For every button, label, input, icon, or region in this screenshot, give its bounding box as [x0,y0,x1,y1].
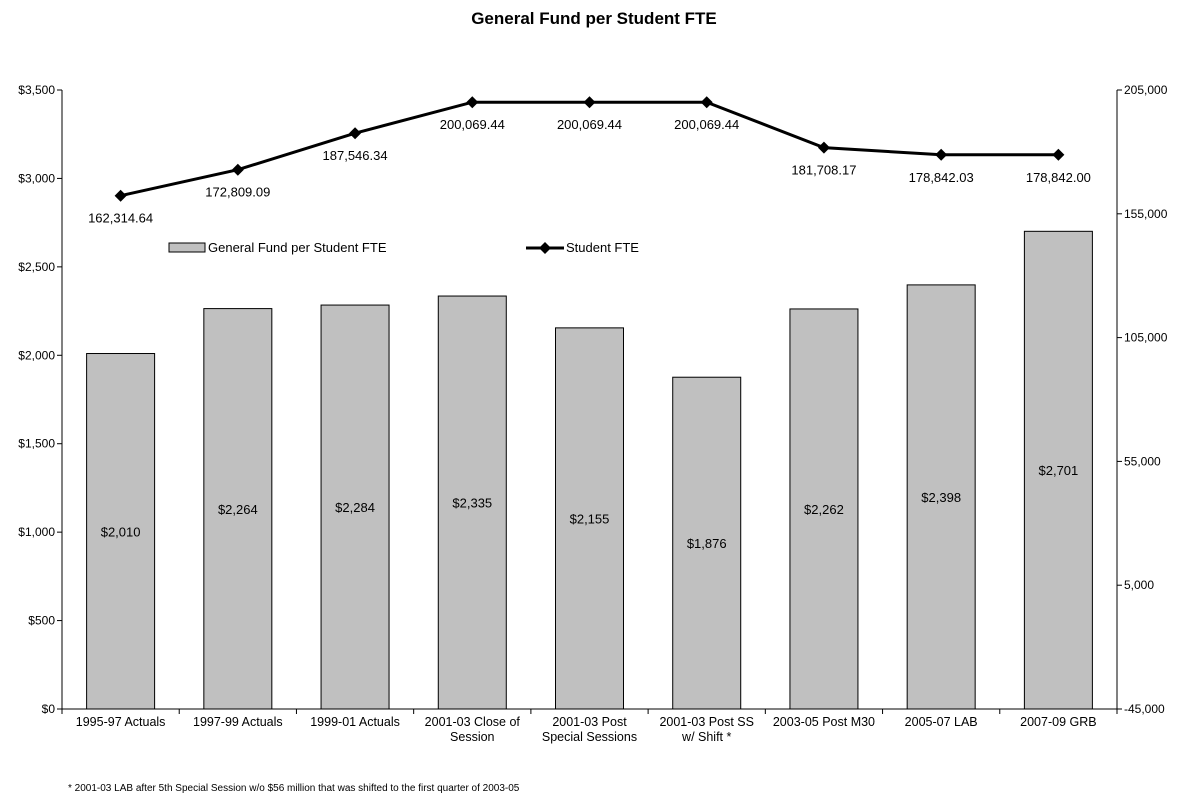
bar-data-label: $2,335 [452,496,492,511]
bar [672,376,742,710]
line-data-label: 187,546.34 [323,148,388,163]
x-tick-label: 2005-07 LAB [905,715,978,729]
bar-data-label: $2,262 [804,502,844,517]
x-tick-label: 2007-09 GRB [1020,715,1096,729]
line-point [1052,148,1065,161]
bar [86,353,156,710]
y-right-tick-label: 205,000 [1124,83,1168,97]
bar [320,304,390,710]
line-data-label: 172,809.09 [205,185,270,200]
bar [203,308,273,710]
x-tick-label: 2001-03 Close of [425,715,521,729]
line-data-label: 162,314.64 [88,211,153,226]
footnote: * 2001-03 LAB after 5th Special Session … [68,783,520,794]
line-data-label: 200,069.44 [557,117,622,132]
x-tick-label: 1997-99 Actuals [193,715,283,729]
y-left-tick-label: $2,000 [18,348,55,362]
bar-data-label: $1,876 [687,536,727,551]
x-tick-label: 1995-97 Actuals [76,715,166,729]
line-data-label: 178,842.03 [909,170,974,185]
line-point [817,141,830,154]
legend: General Fund per Student FTE Student FTE [168,240,639,255]
x-tick-label: 2003-05 Post M30 [773,715,875,729]
y-right-tick-label: 105,000 [1124,331,1168,345]
line-data-label: 200,069.44 [440,117,505,132]
x-tick-label: 1999-01 Actuals [310,715,400,729]
bar [555,327,624,710]
y-left-tick-label: $0 [42,702,56,716]
y-left-tick-label: $1,500 [18,437,55,451]
y-right-tick-label: 55,000 [1124,454,1161,468]
y-left-tick-label: $500 [28,614,55,628]
bar-data-label: $2,284 [335,500,375,515]
line-data-label: 181,708.17 [791,163,856,178]
legend-label-general-fund: General Fund per Student FTE [208,240,387,255]
y-left-tick-label: $2,500 [18,260,55,274]
line-point [114,189,127,202]
bar-data-label: $2,398 [921,490,961,505]
line-point [700,96,713,109]
legend-swatch-bar [168,242,206,253]
legend-label-student-fte: Student FTE [566,240,639,255]
x-tick-label: Session [450,730,495,744]
plot-area: $0 $500 $1,000 $1,500 $2,000 $2,500 $3,000 $3,5… [18,83,1167,744]
bar [1023,230,1093,710]
line-point [349,127,362,140]
bar-data-label: $2,155 [570,511,610,526]
y-right-tick-label: 155,000 [1124,207,1168,221]
bar-data-label: $2,010 [101,524,141,539]
y-right-tick-label: 5,000 [1124,578,1154,592]
legend-swatch-marker [539,242,551,254]
x-tick-label: 2001-03 Post SS [659,715,754,729]
line-point [231,163,244,176]
bar-data-label: $2,264 [218,502,258,517]
chart-title: General Fund per Student FTE [471,9,717,28]
x-tick-label: 2001-03 Post [552,715,627,729]
bar-data-label: $2,701 [1039,463,1079,478]
line-data-label: 178,842.00 [1026,170,1091,185]
y-left-tick-label: $3,500 [18,83,55,97]
y-right-tick-label: -45,000 [1124,702,1165,716]
y-left-tick-label: $3,000 [18,171,55,185]
y-left-tick-label: $1,000 [18,525,55,539]
line-data-label: 200,069.44 [674,117,739,132]
x-tick-label: Special Sessions [542,730,637,744]
bar [789,308,859,710]
line-point [583,96,596,109]
bar [906,284,976,710]
bar [437,295,507,710]
x-tick-label: w/ Shift * [681,730,731,744]
line-point [935,148,948,161]
line-point [466,96,479,109]
